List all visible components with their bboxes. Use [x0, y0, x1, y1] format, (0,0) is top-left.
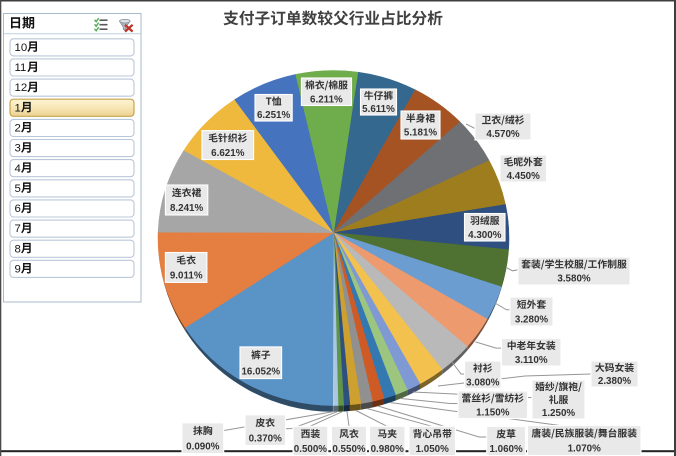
svg-text:0.550%: 0.550% [332, 444, 366, 455]
svg-text:11: 11 [15, 62, 27, 74]
svg-text:6.211%: 6.211% [310, 94, 343, 105]
svg-text:4: 4 [15, 163, 21, 175]
svg-text:4.450%: 4.450% [507, 171, 541, 182]
svg-text:5.181%: 5.181% [404, 128, 438, 139]
svg-text:6.621%: 6.621% [211, 148, 245, 159]
svg-text:9.011%: 9.011% [170, 271, 203, 282]
svg-text:1: 1 [15, 102, 21, 114]
svg-text:5.611%: 5.611% [362, 104, 395, 115]
svg-text:3.080%: 3.080% [466, 377, 500, 388]
svg-text:0.370%: 0.370% [249, 434, 283, 445]
svg-text:0.090%: 0.090% [186, 442, 220, 453]
svg-text:3.110%: 3.110% [515, 355, 548, 366]
svg-text:6: 6 [15, 203, 21, 215]
svg-text:8: 8 [15, 243, 21, 255]
svg-text:2.380%: 2.380% [598, 376, 632, 387]
svg-text:1.150%: 1.150% [476, 407, 510, 418]
svg-text:0.500%: 0.500% [294, 444, 328, 455]
svg-text:6.251%: 6.251% [257, 110, 291, 121]
svg-text:10: 10 [15, 42, 28, 54]
svg-text:7: 7 [15, 223, 21, 235]
svg-text:3: 3 [15, 143, 21, 155]
svg-text:1.070%: 1.070% [568, 444, 602, 455]
svg-text:4.300%: 4.300% [468, 230, 502, 241]
svg-text:3.580%: 3.580% [557, 274, 591, 285]
svg-text:4.570%: 4.570% [486, 129, 520, 140]
svg-text:2: 2 [15, 123, 21, 135]
svg-text:1.250%: 1.250% [542, 408, 576, 419]
svg-text:0.980%: 0.980% [371, 444, 405, 455]
svg-text:1.060%: 1.060% [489, 444, 523, 455]
svg-text:5: 5 [15, 183, 21, 195]
svg-text:1.050%: 1.050% [416, 444, 450, 455]
svg-text:8.241%: 8.241% [170, 203, 204, 214]
svg-text:9: 9 [15, 264, 21, 276]
svg-text:12: 12 [15, 82, 28, 94]
svg-text:16.052%: 16.052% [241, 366, 280, 377]
svg-text:3.280%: 3.280% [515, 315, 549, 326]
